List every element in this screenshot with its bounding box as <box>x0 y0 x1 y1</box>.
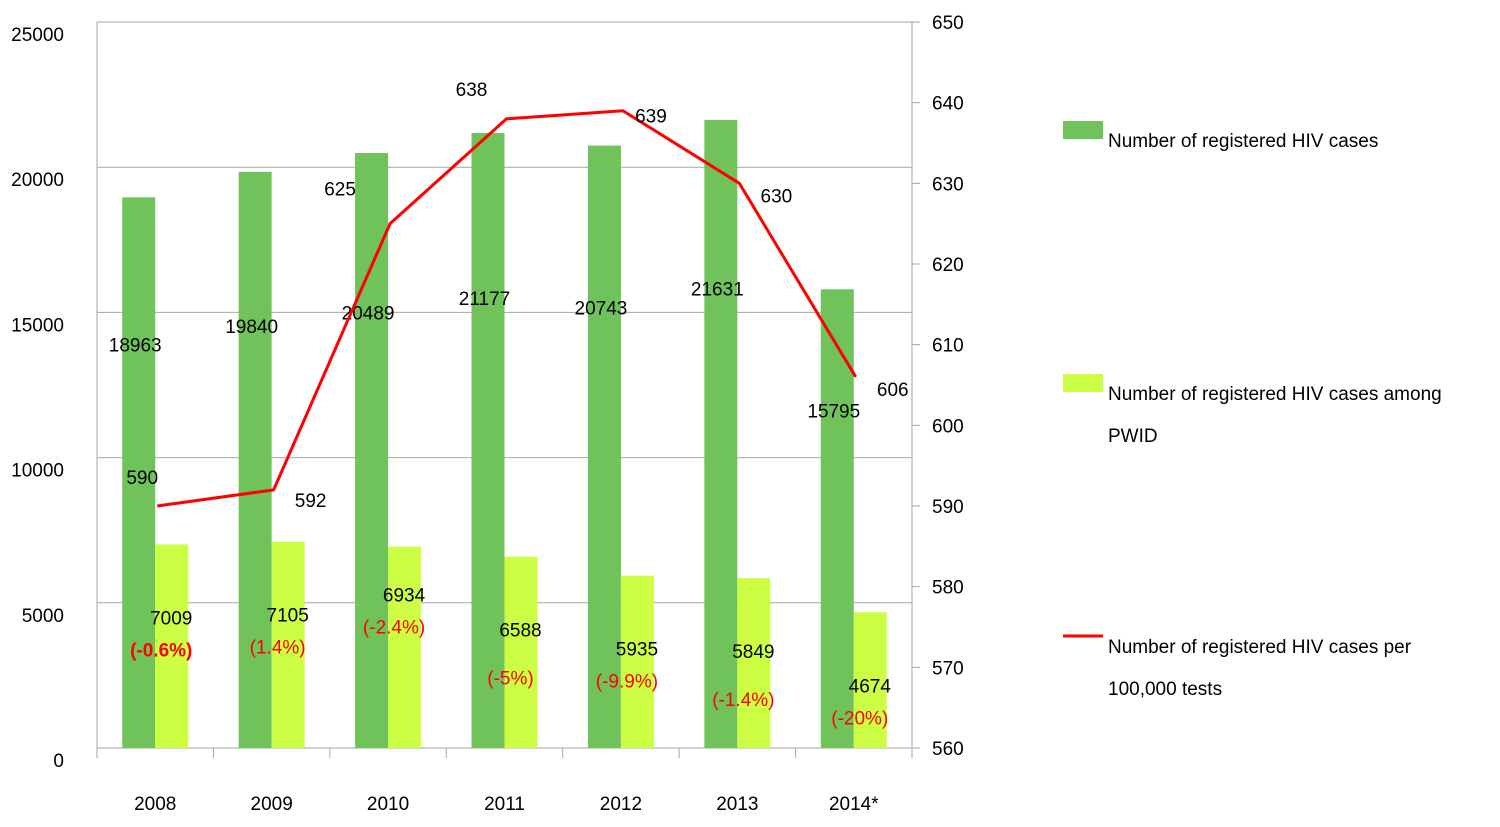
data-label-line: 625 <box>324 180 356 201</box>
y-left-tick-label: 25000 <box>11 25 64 46</box>
y-right-tick-label: 630 <box>932 174 964 195</box>
bar-total-cases <box>122 197 156 749</box>
pwid-change-annotation: (-1.4%) <box>712 690 774 711</box>
x-tick-label: 2010 <box>367 794 409 815</box>
data-label-pwid: 7009 <box>150 608 192 629</box>
y-right-tick-label: 600 <box>932 416 964 437</box>
data-label-line: 592 <box>295 491 327 512</box>
data-label-line: 638 <box>456 80 488 101</box>
y-right-tick-label: 650 <box>932 13 964 34</box>
legend-label: Number of registered HIV cases per <box>1108 637 1412 658</box>
bar-total-cases <box>238 171 272 748</box>
y-left-tick-label: 5000 <box>22 606 64 627</box>
data-label-total: 21631 <box>691 280 744 301</box>
y-right-tick-label: 580 <box>932 578 964 599</box>
x-tick-label: 2012 <box>600 794 642 815</box>
y-right-tick-label: 610 <box>932 336 964 357</box>
data-label-line: 606 <box>877 380 909 401</box>
bar-pwid-cases <box>155 544 189 748</box>
y-right-tick-label: 570 <box>932 658 964 679</box>
legend-label: 100,000 tests <box>1108 679 1222 700</box>
x-tick-label: 2009 <box>251 794 293 815</box>
bar-total-cases <box>587 145 621 748</box>
bar-pwid-cases <box>620 575 654 748</box>
y-left-tick-label: 10000 <box>11 461 64 482</box>
x-tick-label: 2008 <box>134 794 176 815</box>
pwid-change-annotation: (-9.9%) <box>596 672 658 693</box>
data-label-pwid: 6934 <box>383 586 426 607</box>
pwid-change-annotation: (-5%) <box>487 669 533 690</box>
y-right-tick-label: 620 <box>932 255 964 276</box>
pwid-change-annotation: (-20%) <box>831 708 888 729</box>
data-label-pwid: 5935 <box>616 640 658 661</box>
bar-total-cases <box>471 133 505 749</box>
pwid-change-annotation: (-0.6%) <box>130 640 192 661</box>
y-right-tick-label: 590 <box>932 497 964 518</box>
data-label-total: 18963 <box>109 336 162 357</box>
data-label-line: 590 <box>126 468 158 489</box>
y-left-tick-label: 20000 <box>11 170 64 191</box>
data-label-line: 639 <box>635 107 667 128</box>
bar-pwid-cases <box>504 556 538 748</box>
bar-pwid-cases <box>853 612 887 748</box>
bar-pwid-cases <box>737 578 771 748</box>
pwid-change-annotation: (1.4%) <box>250 638 306 659</box>
x-tick-label: 2014* <box>829 794 879 815</box>
bar-total-cases <box>355 152 389 748</box>
y-left-tick-label: 0 <box>53 751 64 772</box>
data-label-line: 630 <box>761 186 793 207</box>
data-label-pwid: 6588 <box>499 621 541 642</box>
bar-total-cases <box>704 119 738 749</box>
x-tick-label: 2013 <box>716 794 758 815</box>
data-label-pwid: 7105 <box>267 606 309 627</box>
data-label-total: 20743 <box>575 298 628 319</box>
data-label-total: 19840 <box>225 317 278 338</box>
x-tick-label: 2011 <box>484 794 525 815</box>
legend-label: PWID <box>1108 426 1158 447</box>
legend-swatch <box>1063 374 1103 392</box>
y-right-tick-label: 640 <box>932 94 964 115</box>
legend-swatch <box>1063 121 1103 139</box>
line-series-per-100k <box>157 109 858 508</box>
legend-label: Number of registered HIV cases <box>1108 131 1378 152</box>
bar-pwid-cases <box>388 546 422 748</box>
data-label-total: 15795 <box>807 402 860 423</box>
y-right-tick-label: 560 <box>932 739 964 760</box>
data-label-pwid: 5849 <box>732 642 774 663</box>
data-label-total: 21177 <box>459 289 510 310</box>
data-label-pwid: 4674 <box>849 676 892 697</box>
y-left-tick-label: 15000 <box>11 315 64 336</box>
bar-pwid-cases <box>271 541 305 748</box>
data-label-total: 20489 <box>342 304 395 325</box>
legend-label: Number of registered HIV cases among <box>1108 384 1442 405</box>
pwid-change-annotation: (-2.4%) <box>363 618 425 639</box>
